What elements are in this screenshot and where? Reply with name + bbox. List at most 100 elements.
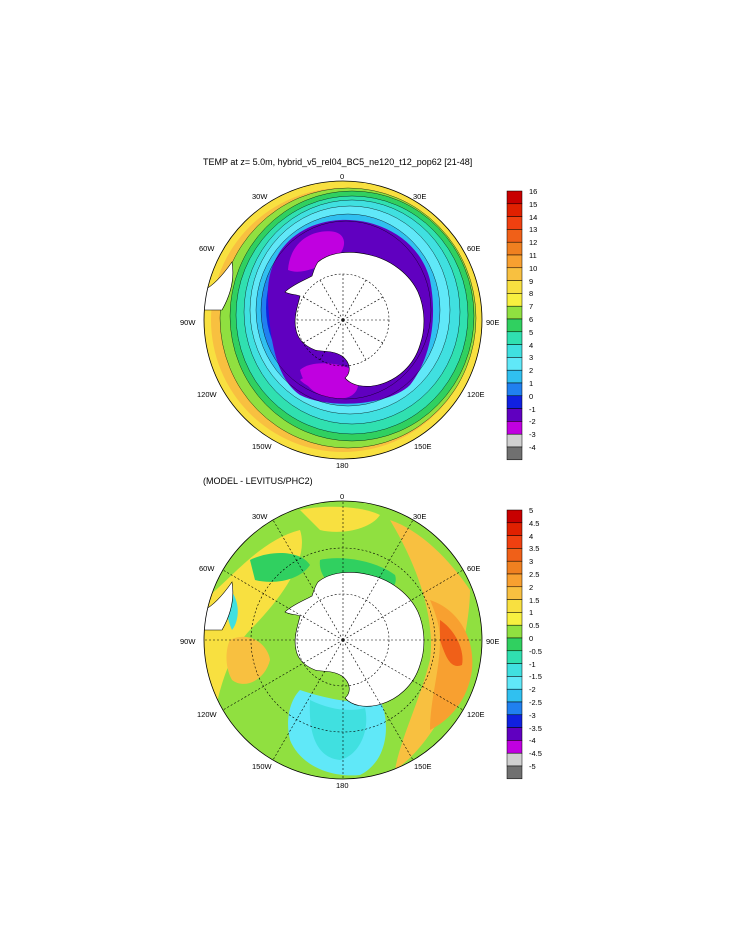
panel2-lon-30e: 30E [413, 512, 427, 521]
panel1-lon-90e: 90E [486, 318, 500, 327]
colorbar-label: 15 [529, 199, 538, 209]
colorbar-label: 5 [529, 506, 534, 515]
colorbar-label: 1.5 [529, 595, 540, 605]
colorbar-swatch [506, 637, 523, 652]
colorbar-label: 0 [529, 391, 534, 401]
colorbar-swatch [506, 446, 523, 461]
colorbar-label: -2 [529, 417, 536, 427]
colorbar-label: 4.5 [529, 518, 540, 528]
colorbar-swatch [506, 535, 523, 549]
panel2-graticule [204, 501, 482, 779]
colorbar-label: 2.5 [529, 570, 540, 579]
colorbar-swatch [506, 318, 523, 333]
colorbar-label: 1 [529, 608, 534, 618]
colorbar-swatch [506, 548, 523, 562]
colorbar-swatch [506, 229, 523, 243]
colorbar-swatch [506, 599, 523, 613]
colorbar-swatch [506, 650, 523, 664]
colorbar-label: -4 [529, 443, 536, 452]
colorbar-swatch [506, 408, 523, 422]
colorbar-swatch [506, 344, 523, 358]
colorbar-label: -1 [529, 659, 536, 669]
colorbar-swatch [506, 624, 523, 639]
colorbar-label: 5 [529, 327, 534, 337]
colorbar-label: 0.5 [529, 621, 540, 631]
panel1-lon-120e: 120E [467, 390, 485, 399]
panel1-lon-90w: 90W [180, 318, 196, 327]
panel1-lon-120w: 120W [197, 390, 217, 399]
colorbar-label: 10 [529, 263, 538, 273]
colorbar-swatch [506, 293, 523, 307]
colorbar-label: -3 [529, 430, 536, 440]
colorbar-swatch [506, 203, 523, 217]
colorbar-swatch [506, 752, 523, 767]
panel1-lon-150e: 150E [414, 442, 432, 451]
colorbar-swatch [506, 688, 523, 703]
colorbar-label: 16 [529, 187, 538, 196]
panel1-title: TEMP at z= 5.0m, hybrid_v5_rel04_BC5_ne1… [203, 157, 473, 167]
panel1-lon-60e: 60E [467, 244, 481, 253]
colorbar-label: -1 [529, 404, 536, 414]
colorbar-label: -3.5 [529, 723, 542, 733]
colorbar-swatch [506, 522, 523, 536]
colorbar-label: -5 [529, 762, 536, 771]
panel2-lon-60w: 60W [199, 564, 215, 573]
colorbar-label: -2.5 [529, 698, 542, 707]
colorbar-swatch [506, 433, 523, 448]
colorbar-label: 2 [529, 582, 534, 592]
panel2-lon-90w: 90W [180, 637, 196, 646]
panel2-lon-120w: 120W [197, 710, 217, 719]
temperature-field [204, 181, 482, 459]
panel2-lon-30w: 30W [252, 512, 268, 521]
panel2-lon-120e: 120E [467, 710, 485, 719]
colorbar-label: -4 [529, 736, 536, 746]
colorbar-swatch [506, 560, 523, 575]
colorbar-label: 12 [529, 238, 538, 248]
colorbar-label: 1 [529, 379, 534, 388]
colorbar-label: 3 [529, 353, 534, 363]
colorbar-swatch [506, 714, 523, 728]
colorbar-swatch [506, 216, 523, 230]
colorbar-swatch [506, 676, 523, 690]
panel1-colorbar [506, 190, 523, 461]
colorbar-label: 11 [529, 251, 537, 260]
panel1-lon-30e: 30E [413, 192, 427, 201]
colorbar-swatch [506, 586, 523, 600]
colorbar-swatch [506, 663, 523, 677]
colorbar-label: 7 [529, 302, 534, 312]
colorbar-label: -3 [529, 710, 536, 720]
panel2-lon-90e: 90E [486, 637, 500, 646]
colorbar-swatch [506, 740, 523, 754]
colorbar-label: -2 [529, 685, 536, 695]
colorbar-label: 14 [529, 212, 538, 222]
colorbar-label: 3.5 [529, 544, 540, 554]
panel1-lon-30w: 30W [252, 192, 268, 201]
colorbar-swatch [506, 267, 523, 281]
colorbar-label: 4 [529, 531, 534, 541]
colorbar-swatch [506, 369, 523, 384]
colorbar-label: 3 [529, 557, 534, 567]
panel2-lon-60e: 60E [467, 564, 481, 573]
colorbar-label: -0.5 [529, 646, 542, 656]
colorbar-swatch [506, 280, 523, 294]
colorbar-swatch [506, 509, 523, 524]
colorbar-swatch [506, 331, 523, 345]
colorbar-swatch [506, 421, 523, 435]
panel2-lon-150w: 150W [252, 762, 272, 771]
panel1-graticule [296, 273, 390, 367]
colorbar-swatch [506, 701, 523, 716]
colorbar-label: 6 [529, 315, 534, 324]
colorbar-swatch [506, 727, 523, 741]
panel2-lon-150e: 150E [414, 762, 432, 771]
colorbar-label: -4.5 [529, 749, 542, 759]
panel2-colorbar [506, 509, 523, 780]
colorbar-swatch [506, 254, 523, 269]
colorbar-swatch [506, 382, 523, 397]
colorbar-label: -1.5 [529, 672, 542, 682]
panel1-lon-150w: 150W [252, 442, 272, 451]
colorbar-swatch [506, 241, 523, 256]
colorbar-label: 13 [529, 225, 538, 235]
panel2-lon-180: 180 [336, 781, 349, 790]
colorbar-swatch [506, 395, 523, 409]
